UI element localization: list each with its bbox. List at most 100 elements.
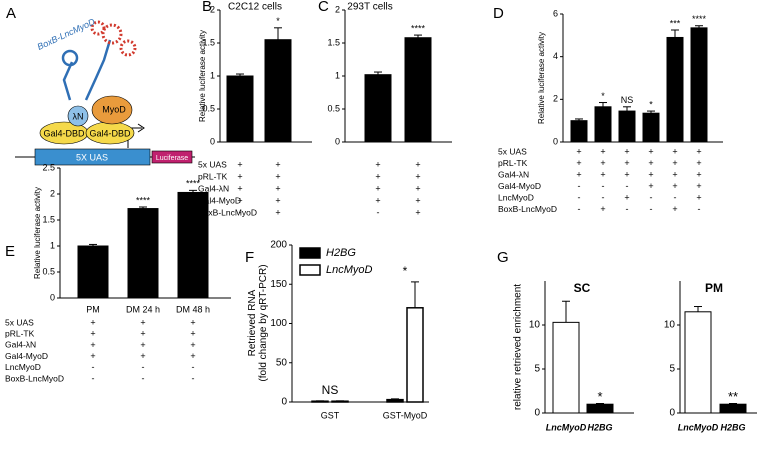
condition-label: pRL-TK bbox=[5, 328, 35, 338]
condition-sign: - bbox=[578, 192, 581, 202]
condition-sign: + bbox=[648, 169, 653, 179]
condition-sign: + bbox=[696, 158, 701, 168]
condition-sign: + bbox=[237, 171, 242, 181]
condition-sign: + bbox=[648, 158, 653, 168]
myod bbox=[91, 95, 133, 125]
annotation: NS bbox=[322, 383, 339, 397]
y-tick-label: 150 bbox=[270, 279, 287, 290]
condition-sign: + bbox=[375, 159, 380, 169]
protein-label: Gal4-DBD bbox=[43, 128, 85, 138]
condition-label: Gal4-MyoD bbox=[198, 195, 241, 205]
y-tick-label: 50 bbox=[276, 357, 288, 368]
y-tick-label: 5 bbox=[534, 364, 540, 375]
y-axis-label: Relative luciferase activity bbox=[537, 32, 546, 124]
condition-sign: + bbox=[624, 169, 629, 179]
bar bbox=[331, 400, 349, 403]
condition-sign: + bbox=[375, 171, 380, 181]
condition-label: pRL-TK bbox=[498, 158, 528, 168]
condition-sign: + bbox=[140, 329, 145, 339]
condition-sign: + bbox=[648, 181, 653, 191]
significance: NS bbox=[621, 95, 634, 105]
condition-sign: - bbox=[650, 204, 653, 214]
condition-label: Gal4-MyoD bbox=[498, 181, 541, 191]
bar bbox=[226, 75, 254, 143]
rna-loop bbox=[119, 39, 137, 57]
condition-sign: + bbox=[140, 317, 145, 327]
bar bbox=[594, 106, 612, 143]
y-tick-label: 10 bbox=[529, 320, 541, 331]
condition-sign: + bbox=[648, 146, 653, 156]
condition-sign: - bbox=[626, 181, 629, 191]
legend-swatch bbox=[299, 264, 321, 276]
condition-sign: - bbox=[192, 362, 195, 372]
condition-sign: + bbox=[415, 183, 420, 193]
bar bbox=[127, 208, 159, 299]
condition-label: Gal4-MyoD bbox=[5, 351, 48, 361]
condition-sign: + bbox=[624, 146, 629, 156]
condition-sign: + bbox=[415, 159, 420, 169]
chart-title: 293T cells bbox=[347, 2, 392, 13]
x-tick-label: DM 48 h bbox=[176, 304, 210, 314]
condition-sign: + bbox=[672, 204, 677, 214]
significance: **** bbox=[136, 195, 151, 205]
bar bbox=[364, 74, 392, 143]
bar bbox=[666, 36, 684, 143]
y-axis-label: Retrieved RNA bbox=[247, 289, 258, 356]
condition-sign: - bbox=[602, 181, 605, 191]
y-tick-label: 1 bbox=[50, 240, 55, 250]
condition-sign: + bbox=[415, 207, 420, 217]
condition-sign: + bbox=[275, 195, 280, 205]
y-tick-label: 200 bbox=[270, 240, 287, 251]
condition-sign: + bbox=[696, 181, 701, 191]
condition-sign: + bbox=[190, 351, 195, 361]
y-tick-label: 100 bbox=[270, 318, 287, 329]
panel-letter: C bbox=[318, 0, 329, 15]
condition-sign: - bbox=[92, 373, 95, 383]
x-tick-label: GST-MyoD bbox=[383, 410, 428, 420]
condition-sign: + bbox=[190, 329, 195, 339]
condition-sign: - bbox=[142, 373, 145, 383]
condition-sign: + bbox=[275, 183, 280, 193]
condition-sign: + bbox=[90, 340, 95, 350]
chart-title: SC bbox=[574, 281, 591, 295]
y-tick-label: 0 bbox=[210, 136, 215, 146]
condition-sign: - bbox=[602, 192, 605, 202]
condition-sign: + bbox=[375, 183, 380, 193]
condition-sign: + bbox=[275, 159, 280, 169]
y-tick-label: 0 bbox=[534, 408, 540, 419]
y-tick-label: 0.5 bbox=[42, 266, 55, 276]
condition-label: 5x UAS bbox=[5, 317, 34, 327]
condition-sign: + bbox=[415, 171, 420, 181]
condition-sign: + bbox=[576, 146, 581, 156]
bar bbox=[311, 400, 329, 403]
condition-label: 5x UAS bbox=[198, 159, 227, 169]
protein-label: Gal4-DBD bbox=[89, 128, 131, 138]
bar bbox=[177, 191, 209, 299]
uas-box bbox=[34, 148, 151, 166]
bar bbox=[264, 39, 292, 143]
condition-sign: + bbox=[576, 169, 581, 179]
y-tick-label: 1.5 bbox=[202, 37, 215, 47]
rna-label: BoxB-LncMyoD bbox=[36, 16, 97, 52]
condition-sign: + bbox=[600, 204, 605, 214]
y-tick-label: 1.5 bbox=[327, 37, 340, 47]
dna-label: 5X UAS bbox=[76, 152, 108, 162]
y-tick-label: 1 bbox=[335, 70, 340, 80]
bar bbox=[642, 112, 660, 143]
condition-label: BoxB-LncMyoD bbox=[5, 373, 64, 383]
x-tick-label: PM bbox=[86, 304, 100, 314]
rna-stem bbox=[62, 39, 112, 101]
condition-label: LncMyoD bbox=[498, 192, 534, 202]
y-tick-label: 2.5 bbox=[42, 162, 55, 172]
x-tick-label: H2BG bbox=[720, 422, 745, 432]
condition-sign: + bbox=[696, 146, 701, 156]
condition-label: pRL-TK bbox=[198, 171, 228, 181]
condition-sign: + bbox=[275, 207, 280, 217]
y-tick-label: 0 bbox=[281, 397, 287, 408]
protein-label: λN bbox=[73, 111, 84, 121]
y-tick-label: 1 bbox=[210, 70, 215, 80]
y-tick-label: 2 bbox=[335, 4, 340, 14]
y-tick-label: 4 bbox=[553, 51, 558, 61]
significance: **** bbox=[186, 179, 201, 189]
rna-loop bbox=[101, 23, 123, 45]
